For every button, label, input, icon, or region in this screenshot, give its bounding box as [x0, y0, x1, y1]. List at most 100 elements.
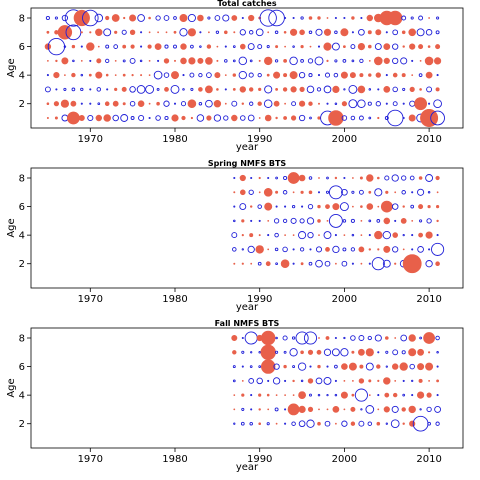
- negative-residual-bubble: [215, 30, 220, 34]
- positive-residual-bubble: [174, 59, 177, 62]
- negative-residual-bubble: [374, 334, 382, 342]
- negative-residual-bubble: [419, 219, 423, 223]
- negative-residual-bubble: [317, 45, 321, 48]
- positive-residual-bubble: [428, 351, 431, 354]
- negative-residual-bubble: [308, 261, 313, 266]
- positive-residual-bubble: [287, 403, 300, 416]
- positive-residual-bubble: [216, 88, 219, 91]
- negative-residual-bubble: [428, 248, 431, 251]
- negative-residual-bubble: [256, 377, 263, 385]
- negative-residual-bubble: [233, 176, 236, 180]
- positive-residual-bubble: [376, 176, 380, 180]
- positive-residual-bubble: [368, 190, 372, 194]
- negative-residual-bubble: [213, 114, 222, 122]
- positive-residual-bubble: [154, 43, 162, 50]
- positive-residual-bubble: [121, 86, 127, 92]
- negative-residual-bubble: [106, 88, 109, 91]
- negative-residual-bubble: [342, 247, 347, 252]
- negative-residual-bubble: [80, 45, 83, 48]
- negative-residual-bubble: [250, 176, 253, 180]
- positive-residual-bubble: [318, 408, 320, 411]
- positive-residual-bubble: [273, 100, 280, 107]
- positive-residual-bubble: [179, 14, 188, 23]
- positive-residual-bubble: [157, 31, 160, 34]
- negative-residual-bubble: [351, 31, 354, 34]
- positive-residual-bubble: [266, 393, 270, 397]
- positive-residual-bubble: [103, 114, 111, 122]
- negative-residual-bubble: [46, 74, 49, 77]
- positive-residual-bubble: [317, 102, 320, 105]
- negative-residual-bubble: [299, 247, 305, 252]
- positive-residual-bubble: [394, 337, 397, 339]
- negative-residual-bubble: [140, 45, 143, 48]
- x-tick-label: 1970: [78, 294, 103, 305]
- negative-residual-bubble: [436, 234, 439, 237]
- positive-residual-bubble: [435, 175, 440, 181]
- positive-residual-bubble: [366, 174, 374, 182]
- negative-residual-bubble: [232, 365, 236, 369]
- positive-residual-bubble: [233, 31, 236, 34]
- negative-residual-bubble: [377, 394, 380, 397]
- positive-residual-bubble: [292, 379, 295, 383]
- negative-residual-bubble: [392, 349, 399, 356]
- positive-residual-bubble: [250, 262, 253, 265]
- positive-residual-bubble: [55, 59, 58, 63]
- positive-residual-bubble: [318, 177, 320, 179]
- negative-residual-bubble: [334, 336, 337, 340]
- negative-residual-bubble: [334, 30, 338, 35]
- positive-residual-bubble: [383, 406, 390, 413]
- negative-residual-bubble: [274, 232, 279, 238]
- positive-residual-bubble: [384, 336, 389, 340]
- positive-residual-bubble: [351, 205, 354, 208]
- negative-residual-bubble: [199, 31, 202, 34]
- negative-residual-bubble: [233, 422, 236, 425]
- positive-residual-bubble: [148, 60, 151, 62]
- positive-residual-bubble: [258, 176, 261, 180]
- negative-residual-bubble: [291, 421, 296, 426]
- negative-residual-bubble: [198, 72, 203, 78]
- negative-residual-bubble: [231, 100, 238, 107]
- positive-residual-bubble: [114, 74, 117, 77]
- y-axis-label: Age: [6, 218, 17, 237]
- positive-residual-bubble: [264, 114, 272, 122]
- positive-residual-bubble: [204, 85, 213, 94]
- positive-residual-bubble: [388, 10, 403, 26]
- positive-residual-bubble: [275, 88, 279, 91]
- negative-residual-bubble: [298, 114, 306, 122]
- positive-residual-bubble: [323, 42, 332, 51]
- positive-residual-bubble: [348, 362, 357, 371]
- negative-residual-bubble: [425, 174, 434, 182]
- negative-residual-bubble: [436, 74, 439, 77]
- positive-residual-bubble: [257, 101, 262, 106]
- positive-residual-bubble: [409, 86, 415, 92]
- positive-residual-bubble: [377, 116, 380, 120]
- positive-residual-bubble: [289, 71, 298, 80]
- x-tick-label: 1970: [78, 134, 103, 145]
- negative-residual-bubble: [284, 379, 287, 382]
- positive-residual-bubble: [436, 219, 439, 223]
- negative-residual-bubble: [315, 377, 323, 385]
- negative-residual-bubble: [334, 59, 338, 63]
- negative-residual-bubble: [232, 247, 237, 252]
- positive-residual-bubble: [334, 262, 337, 265]
- negative-residual-bubble: [137, 14, 145, 22]
- negative-residual-bubble: [295, 331, 309, 345]
- positive-residual-bubble: [216, 45, 219, 48]
- negative-residual-bubble: [416, 28, 425, 37]
- negative-residual-bubble: [314, 56, 324, 66]
- negative-residual-bubble: [113, 44, 119, 49]
- negative-residual-bubble: [239, 29, 246, 36]
- positive-residual-bubble: [258, 393, 262, 397]
- positive-residual-bubble: [282, 87, 288, 92]
- negative-residual-bubble: [341, 188, 348, 196]
- negative-residual-bubble: [358, 28, 365, 36]
- negative-residual-bubble: [358, 189, 364, 195]
- negative-residual-bubble: [61, 14, 69, 22]
- negative-residual-bubble: [436, 365, 439, 368]
- negative-residual-bubble: [232, 379, 236, 383]
- positive-residual-bubble: [308, 101, 313, 106]
- positive-residual-bubble: [275, 422, 278, 425]
- positive-residual-bubble: [249, 233, 254, 238]
- positive-residual-bubble: [334, 176, 338, 180]
- negative-residual-bubble: [241, 248, 244, 251]
